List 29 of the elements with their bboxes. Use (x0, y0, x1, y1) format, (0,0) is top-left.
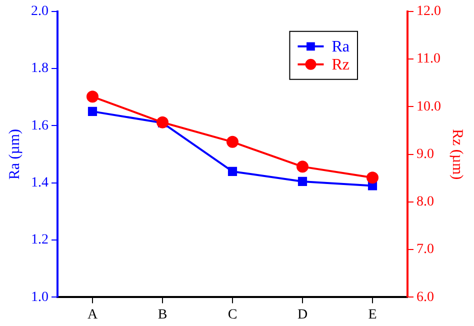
y2-axis-title: Rz (µm) (449, 128, 466, 180)
y2-tick-label: 11.0 (416, 52, 440, 67)
legend-label: Ra (332, 38, 350, 56)
y-tick-label: 1.6 (31, 118, 48, 134)
y2-tick-label: 10.0 (416, 99, 441, 114)
point (88, 106, 98, 116)
x-tick-label: C (228, 307, 238, 322)
y2-tick-label: 6.0 (416, 290, 434, 305)
y2-tick-label: 9.0 (416, 146, 434, 162)
y-tick-label: 2.0 (31, 4, 48, 20)
y-tick-label: 1.4 (31, 176, 48, 191)
y2-tick-label: 7.0 (416, 242, 434, 258)
point (86, 90, 98, 103)
legend-label: Rz (332, 56, 350, 74)
y2-tick-label: 12.0 (416, 4, 441, 20)
point (228, 166, 238, 176)
x-tick-label: D (297, 307, 308, 322)
y-tick-label: 1.8 (31, 61, 48, 76)
point (296, 160, 308, 173)
point (298, 176, 308, 186)
y-axis-title: Ra (µm) (6, 128, 23, 180)
y-tick-label: 1.2 (31, 232, 48, 248)
x-tick-label: E (368, 307, 377, 322)
point (366, 172, 378, 184)
x-tick-label: A (87, 307, 98, 322)
y2-tick-label: 8.0 (416, 194, 434, 210)
y-tick-label: 1.0 (31, 290, 48, 305)
x-tick-label: B (158, 307, 168, 322)
point (226, 136, 238, 148)
